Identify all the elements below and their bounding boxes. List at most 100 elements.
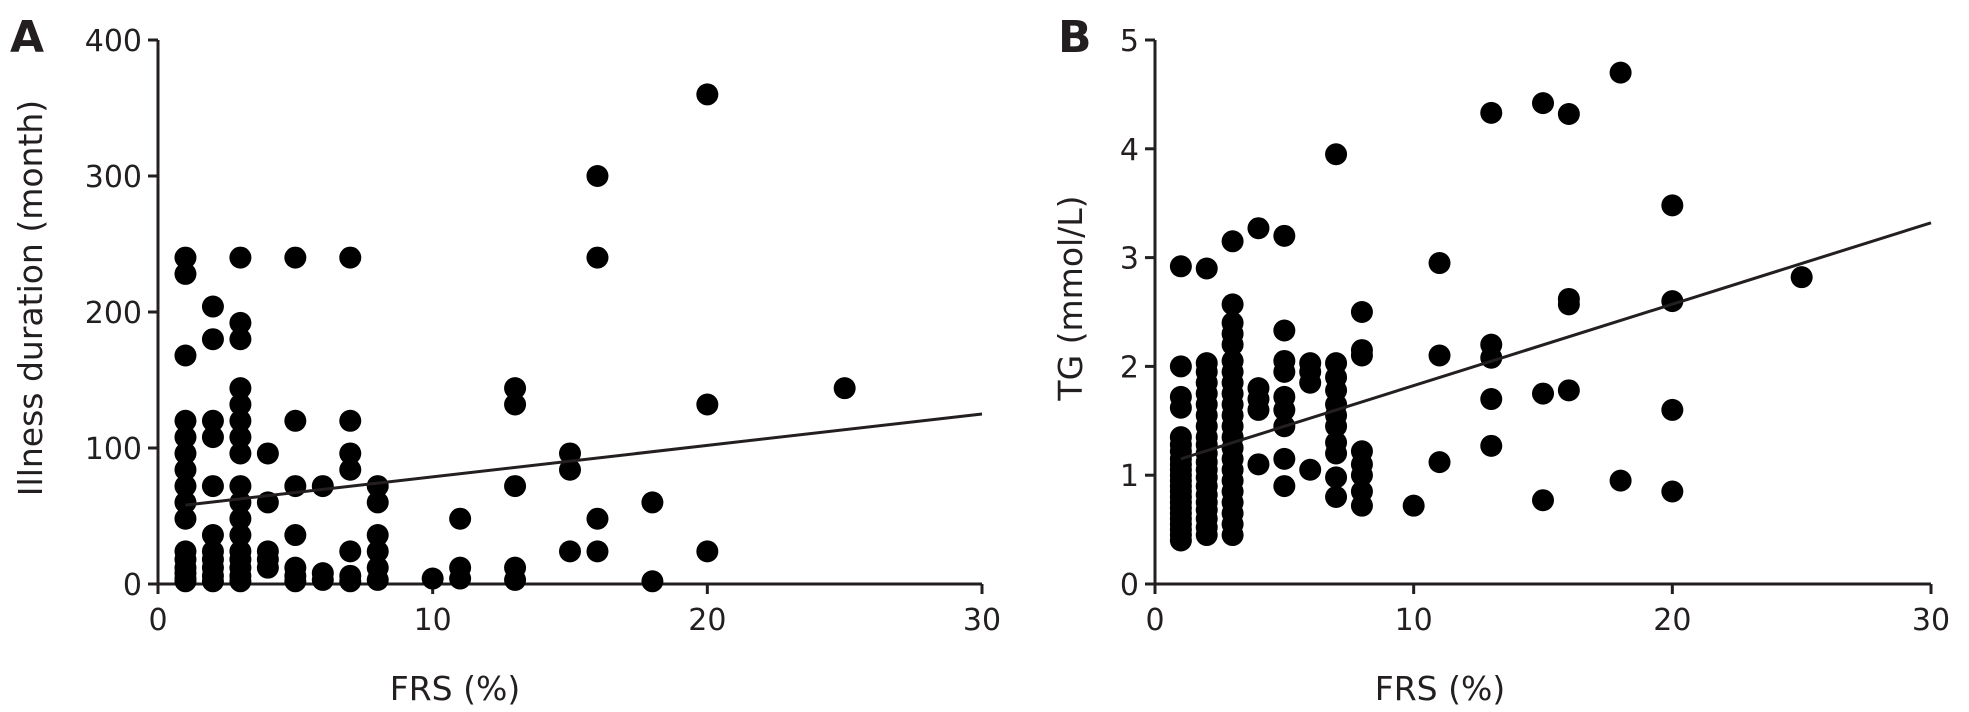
panel-b-x-axis-title: FRS (%) [1375, 669, 1505, 708]
panel-a-data-point [174, 475, 197, 498]
panel-b-data-point [1325, 143, 1348, 166]
panel-a-data-point [229, 524, 252, 547]
panel-a-data-point [504, 568, 527, 591]
panel-a-data-point [201, 295, 224, 318]
panel-b-y-axis-title: TG (mmol/L) [1051, 195, 1090, 401]
panel-b-x-tick-label: 30 [1912, 603, 1950, 638]
panel-b-data-point [1195, 524, 1218, 547]
panel-a-x-tick-label: 20 [688, 603, 726, 638]
panel-b-data-point [1273, 398, 1296, 421]
panel-a-data-point [229, 570, 252, 593]
panel-b-data-point [1325, 466, 1348, 489]
panel-b-y-tick-label: 5 [1120, 24, 1139, 59]
panel-a-data-point [284, 409, 307, 432]
panel-b-y-tick-label: 2 [1120, 350, 1139, 385]
panel-a-data-point [174, 262, 197, 285]
panel-a-data-point [201, 328, 224, 351]
panel-a-data-point [366, 568, 389, 591]
panel-b-x-tick-label: 20 [1653, 603, 1691, 638]
panel-b-trend-line [1180, 221, 1932, 461]
panel-a-data-point [339, 246, 362, 269]
panel-a-data-point [174, 491, 197, 514]
panel-b-data-point [1169, 396, 1192, 419]
panel-a-data-point [229, 393, 252, 416]
panel-a-data-point [641, 491, 664, 514]
panel-a-data-point [174, 442, 197, 465]
panel-a-x-tick-label: 30 [963, 603, 1001, 638]
panel-a-data-point [201, 524, 224, 547]
panel-b-data-point [1609, 469, 1632, 492]
panel-a-data-point [339, 570, 362, 593]
panel-a-data-point [174, 507, 197, 530]
panel-a-data-point [833, 377, 856, 400]
panel-a-data-point [284, 570, 307, 593]
panel-b-data-point [1480, 388, 1503, 411]
panel-b-data-point [1221, 333, 1244, 356]
panel-b-data-point [1402, 494, 1425, 517]
panel-b-letter: B [1058, 12, 1092, 63]
panel-a-data-point [339, 540, 362, 563]
panel-b-data-point [1661, 398, 1684, 421]
panel-a-data-point [366, 491, 389, 514]
panel-b-data-point [1609, 61, 1632, 84]
panel-b-data-point [1325, 415, 1348, 438]
panel-a-data-point [284, 524, 307, 547]
panel-a-data-point [504, 475, 527, 498]
panel-b-data-point [1325, 442, 1348, 465]
panel-b: B TG (mmol/L) FRS (%) 0 1 2 3 4 5 0 10 20 30 [1051, 12, 1950, 708]
panel-a-y-tick-label: 200 [85, 296, 142, 331]
panel-a-data-point [504, 393, 527, 416]
panel-a-data-point [366, 475, 389, 498]
panel-b-x-tick-label: 10 [1395, 603, 1433, 638]
panel-a-data-point [229, 442, 252, 465]
panel-a-data-point [256, 556, 279, 579]
panel-b-data-point [1661, 480, 1684, 503]
panel-a-data-point [174, 409, 197, 432]
panel-a-data-point [696, 540, 719, 563]
panel-b-data-point [1273, 224, 1296, 247]
panel-a-data-point [174, 344, 197, 367]
panel-b-data-point [1247, 217, 1270, 240]
panel-a-x-tick-label: 0 [148, 603, 167, 638]
panel-a-data-point [174, 458, 197, 481]
panel-b-data-point [1169, 529, 1192, 552]
panel-a-y-tick-label: 100 [85, 432, 142, 467]
panel-a-y-tick-label: 0 [123, 568, 142, 603]
panel-a-data-point [229, 328, 252, 351]
panel-a-data-point [586, 165, 609, 187]
panel-a-data-point [229, 426, 252, 449]
panel-a-data-point [449, 507, 472, 530]
panel-b-data-point [1532, 382, 1554, 405]
panel-b-data-point [1350, 301, 1373, 323]
panel-a-data-point [449, 567, 472, 590]
panel-b-data-point [1350, 344, 1373, 367]
panel-a-data-point [339, 409, 362, 432]
panel-a-plot-area: 0 100 200 300 400 0 10 20 30 [85, 24, 1001, 638]
panel-b-data-point [1428, 252, 1451, 275]
panel-a-trend-line [185, 412, 983, 507]
panel-a-data-point [229, 311, 252, 334]
panel-a-data-point [586, 507, 609, 530]
panel-b-plot-area: 0 1 2 3 4 5 0 10 20 30 [1120, 24, 1950, 638]
panel-a-data-point [201, 475, 224, 498]
panel-b-data-point [1428, 451, 1451, 474]
panel-a-data-point [339, 458, 362, 481]
panel-a-data-point [559, 458, 581, 481]
panel-a-data-point [696, 393, 719, 416]
panel-b-y-tick-label: 3 [1120, 242, 1139, 277]
panel-a-data-point [366, 524, 389, 547]
panel-a-data-point [366, 540, 389, 563]
panel-a-data-point [586, 540, 609, 563]
panel-b-data-point [1350, 464, 1373, 487]
panel-a-y-tick-label: 300 [85, 160, 142, 195]
panel-b-data-point [1480, 434, 1503, 457]
panel-b-data-point [1325, 485, 1348, 508]
panel-a-data-point [339, 442, 362, 465]
panel-a-data-point [559, 442, 581, 465]
panel-a-data-point [504, 377, 527, 400]
panel-a-data-point [201, 409, 224, 432]
panel-a-data-point [696, 83, 719, 106]
panel-b-y-tick-label: 4 [1120, 133, 1139, 168]
panel-b-data-point [1480, 101, 1503, 124]
